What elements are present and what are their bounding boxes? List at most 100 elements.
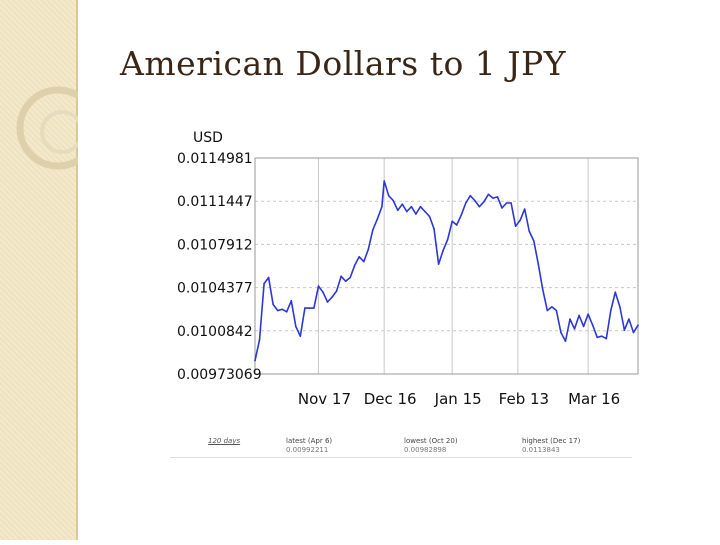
- data-point: [555, 309, 558, 312]
- data-point: [419, 205, 422, 208]
- data-point: [349, 276, 351, 279]
- data-point: [285, 310, 288, 313]
- latest-label: latest (Apr 6): [286, 437, 333, 445]
- data-point: [372, 229, 374, 231]
- latest-stat: latest (Apr 6) 0.00992211: [286, 437, 332, 455]
- data-point: [376, 218, 379, 220]
- data-point: [600, 335, 603, 337]
- data-point: [569, 318, 571, 320]
- data-point: [637, 324, 639, 326]
- data-point: [313, 307, 315, 309]
- data-point: [276, 309, 279, 312]
- lowest-label: lowest (Oct 20): [404, 437, 458, 445]
- x-tick-label: Nov 17: [298, 390, 351, 408]
- data-point: [474, 199, 476, 202]
- data-point: [523, 208, 526, 210]
- lowest-stat: lowest (Oct 20) 0.00982898: [404, 437, 458, 455]
- data-point: [510, 202, 512, 204]
- data-point: [254, 359, 256, 362]
- exchange-rate-chart: USD 0.00973069 0.0100842 0.0104377 0.0107912…: [160, 110, 660, 470]
- x-tick-label: Mar 16: [568, 390, 620, 408]
- decorative-ring-small: [40, 110, 84, 154]
- data-point: [564, 340, 567, 342]
- data-point: [437, 263, 440, 265]
- decorative-ring-large: [16, 86, 100, 170]
- plot-frame: [254, 157, 639, 375]
- data-point: [267, 276, 270, 279]
- data-point: [505, 202, 508, 204]
- data-point: [451, 220, 453, 223]
- data-point: [258, 339, 261, 341]
- series-line: [254, 180, 639, 361]
- data-point: [619, 306, 621, 308]
- data-point: [446, 238, 449, 241]
- data-point: [317, 285, 320, 287]
- data-point: [560, 331, 562, 334]
- y-tick-label: 0.0100842: [177, 324, 253, 340]
- data-point: [387, 194, 390, 197]
- data-point: [487, 193, 490, 196]
- data-point: [610, 309, 612, 312]
- x-tick-label: Jan 15: [434, 390, 482, 408]
- data-point: [299, 335, 302, 337]
- data-point: [483, 200, 485, 203]
- data-point: [344, 280, 347, 283]
- latest-value: 0.00992211: [286, 446, 329, 454]
- data-point: [573, 328, 576, 330]
- data-point: [628, 318, 630, 320]
- decorative-rings-graphic: [16, 86, 100, 170]
- data-point: [623, 329, 626, 331]
- data-point: [281, 308, 283, 311]
- data-point: [492, 197, 494, 199]
- data-point: [478, 205, 481, 208]
- data-point: [591, 324, 594, 326]
- data-point: [464, 202, 467, 204]
- chart-footer: 120 days latest (Apr 6) 0.00992211 lowes…: [170, 437, 632, 458]
- data-point: [396, 209, 399, 212]
- y-tick-label: 0.00973069: [177, 367, 262, 383]
- data-point: [335, 290, 338, 292]
- data-point: [614, 291, 617, 294]
- y-axis-label: USD: [193, 130, 223, 146]
- data-point: [294, 325, 297, 328]
- data-point: [519, 219, 521, 221]
- data-point: [340, 275, 342, 278]
- data-point: [528, 230, 531, 232]
- range-days-link[interactable]: 120 days: [208, 437, 241, 445]
- y-tick-label: 0.0111447: [177, 194, 253, 210]
- data-point: [367, 248, 370, 251]
- data-point: [326, 301, 329, 303]
- data-point: [582, 325, 585, 328]
- data-point: [392, 199, 395, 202]
- data-point: [415, 213, 417, 215]
- data-point: [632, 331, 635, 334]
- highest-label: highest (Dec 17): [522, 437, 581, 445]
- data-point: [469, 194, 472, 197]
- data-point: [401, 203, 404, 206]
- data-point: [272, 303, 274, 306]
- data-point: [381, 205, 383, 208]
- y-tick-label: 0.0114981: [177, 151, 253, 167]
- decorative-side-panel: [0, 0, 100, 540]
- data-point: [353, 264, 356, 267]
- data-point: [496, 196, 499, 198]
- data-point: [442, 249, 444, 252]
- y-tick-label: 0.0104377: [177, 281, 253, 297]
- data-point: [322, 291, 324, 294]
- slide-title: American Dollars to 1 JPY: [120, 44, 567, 83]
- data-point: [455, 224, 458, 226]
- data-point: [514, 225, 517, 228]
- data-point: [596, 336, 599, 339]
- data-point: [428, 215, 431, 218]
- data-point: [532, 240, 535, 242]
- data-point: [406, 210, 408, 213]
- y-tick-label: 0.0107912: [177, 237, 253, 253]
- data-point: [290, 299, 293, 302]
- data-point: [331, 296, 333, 298]
- x-tick-label: Feb 13: [499, 390, 549, 408]
- highest-value: 0.0113843: [522, 446, 560, 454]
- lowest-value: 0.00982898: [404, 446, 447, 454]
- data-point: [383, 180, 385, 182]
- data-point: [501, 207, 503, 209]
- highest-stat: highest (Dec 17) 0.0113843: [522, 437, 580, 455]
